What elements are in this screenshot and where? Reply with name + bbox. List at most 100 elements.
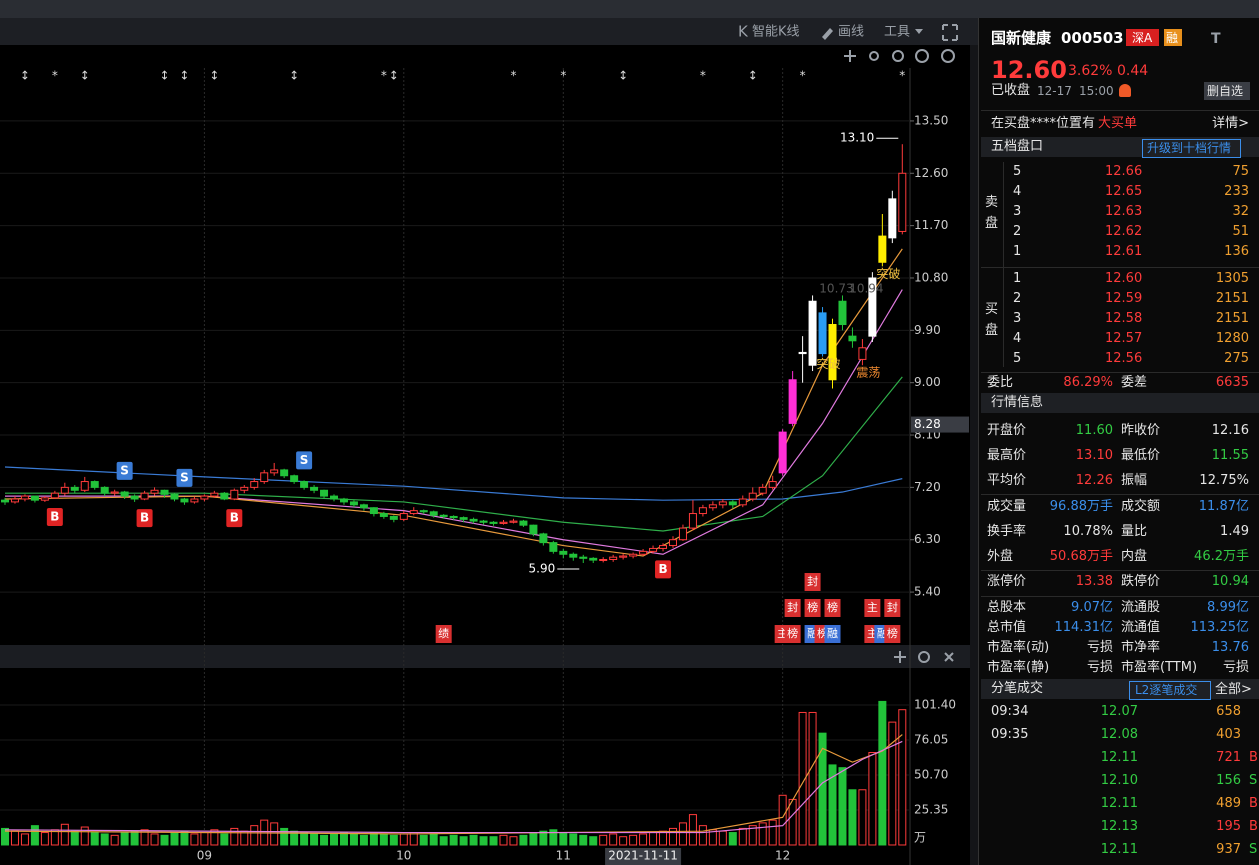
- detail: 详情>: [1212, 116, 1249, 131]
- top-marker: ↕: [209, 69, 219, 83]
- event-label: 封: [887, 600, 898, 614]
- ma-line: [4, 740, 903, 834]
- trades-title-bg: [981, 679, 1259, 699]
- candle-body: [649, 547, 658, 552]
- signal-label: B: [140, 511, 149, 525]
- smart-k[interactable]: 智能K线: [752, 25, 800, 40]
- volume-bar: [659, 830, 668, 846]
- buy-label: 盘: [985, 323, 999, 338]
- info-value: 13.76: [1211, 640, 1249, 655]
- stock-name: 国新健康: [991, 29, 1052, 47]
- tools[interactable]: 工具: [884, 25, 910, 40]
- fullscreen-icon[interactable]: [942, 24, 958, 41]
- candle-body: [110, 491, 119, 494]
- signal-label: B: [50, 510, 59, 524]
- candle-body: [429, 511, 438, 516]
- volume-bar: [499, 834, 508, 846]
- event-icon: [824, 625, 841, 643]
- candle-body: [339, 498, 348, 503]
- info-value: 亏损: [1086, 640, 1113, 655]
- trade-price: 12.11: [1100, 842, 1138, 857]
- price: 12.60: [991, 56, 1067, 84]
- signal-box: [226, 509, 243, 528]
- volume-bar: [668, 827, 677, 846]
- diff-value: 6635: [1215, 375, 1249, 390]
- candle-body: [330, 495, 339, 500]
- badge2: [1164, 29, 1182, 46]
- level: 4: [1013, 331, 1022, 346]
- volume-bar: [678, 822, 687, 846]
- book-price: 12.60: [1105, 271, 1143, 286]
- volume-bar: [768, 819, 777, 846]
- candle-body: [848, 335, 857, 342]
- candle-body: [499, 521, 508, 524]
- level: 5: [1013, 164, 1022, 179]
- change: 0.44: [1117, 63, 1149, 79]
- candle-body: [688, 513, 697, 529]
- candle-body: [828, 324, 837, 381]
- book-price: 12.66: [1105, 164, 1143, 179]
- volume-bar: [270, 822, 279, 846]
- volume-bar: [1, 827, 9, 846]
- l2-btn[interactable]: [1129, 681, 1211, 700]
- signal-text: 突破: [876, 266, 900, 281]
- top-marker: *: [560, 69, 566, 83]
- signal-box: [655, 560, 672, 579]
- info-value: 亏损: [1086, 660, 1113, 675]
- upgrade-btn[interactable]: [1142, 139, 1241, 158]
- y-tick-label: 9.90: [914, 323, 941, 337]
- volume-bar: [80, 826, 89, 846]
- info-value: 12.26: [1075, 473, 1113, 488]
- top-marker: *: [381, 69, 387, 83]
- volume-bar: [459, 836, 468, 846]
- draw-tool[interactable]: 画线: [838, 25, 864, 40]
- event-icon: [884, 625, 901, 643]
- info-label: 跌停价: [1121, 574, 1161, 589]
- volume-bar: [758, 822, 767, 846]
- info-label: 开盘价: [987, 423, 1027, 438]
- candle-body: [359, 504, 368, 509]
- volume-bar: [330, 833, 339, 846]
- volume-bar: [728, 832, 737, 846]
- cursor-date-box: [605, 848, 682, 865]
- candle-body: [639, 550, 648, 555]
- dim-text: 10.73: [819, 282, 853, 296]
- bell[interactable]: [1119, 84, 1131, 97]
- vsep: [1003, 162, 1004, 367]
- candle-body: [160, 489, 169, 495]
- panel-icons: [844, 49, 955, 63]
- trade-side: S: [1249, 842, 1258, 857]
- volume-bar: [220, 833, 229, 846]
- event-label: 融: [807, 627, 818, 640]
- info-value: 13.10: [1075, 448, 1113, 463]
- event-label: 绩: [438, 627, 449, 640]
- candle-body: [250, 481, 259, 488]
- event-icon: [784, 599, 801, 617]
- candle-body: [798, 351, 807, 355]
- date: 12-17: [1037, 84, 1072, 98]
- volume-bar: [30, 825, 39, 846]
- signal-text: 震荡: [856, 366, 880, 380]
- candle-body: [349, 501, 358, 506]
- volume-bar: [609, 833, 618, 846]
- book-vol: 275: [1224, 351, 1249, 366]
- notice-hl: 大买单: [1098, 116, 1138, 131]
- info-value: 50.68万手: [1049, 549, 1113, 564]
- candle-body: [778, 431, 787, 474]
- level: 1: [1013, 244, 1022, 259]
- upgrade: 升级到十档行情: [1147, 141, 1232, 155]
- candle-body: [758, 486, 767, 494]
- status: 已收盘: [991, 83, 1031, 98]
- remove: 删自选: [1207, 84, 1244, 98]
- volume-bar: [359, 834, 368, 846]
- trades-title: 分笔成交: [991, 681, 1044, 696]
- y-tick-label: 6.30: [914, 532, 941, 546]
- ratio-label: 委比: [987, 375, 1014, 390]
- level: 3: [1013, 311, 1022, 326]
- info-label: 市净率: [1121, 640, 1161, 655]
- volume-bar: [140, 829, 149, 846]
- info-value: 11.87亿: [1198, 499, 1249, 514]
- volume-bar: [649, 832, 658, 846]
- vol-unit: 万: [914, 831, 926, 845]
- candle-body: [369, 507, 378, 515]
